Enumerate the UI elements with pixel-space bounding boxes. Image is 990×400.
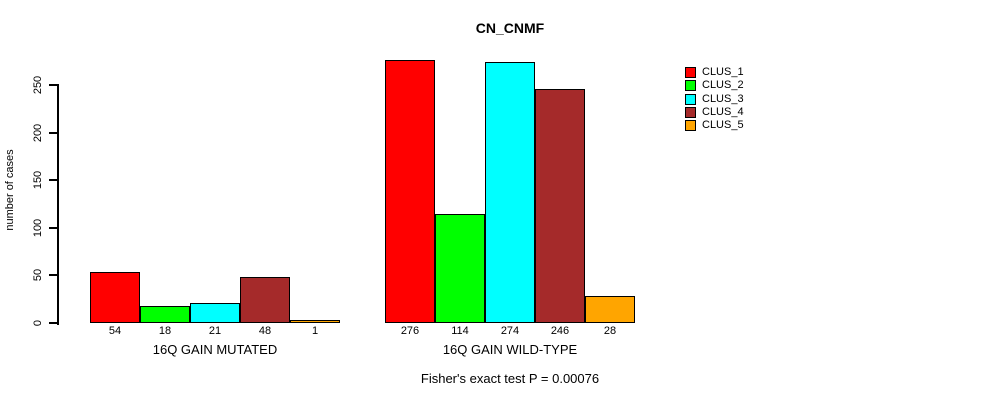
legend-label: CLUS_3 <box>702 93 744 105</box>
legend-label: CLUS_2 <box>702 79 744 91</box>
y-tick <box>49 322 57 324</box>
legend-swatch <box>685 93 696 105</box>
group-label: 16Q GAIN WILD-TYPE <box>442 342 578 357</box>
legend-label: CLUS_1 <box>702 66 744 78</box>
bar <box>140 306 190 323</box>
bar-value-label: 48 <box>258 325 272 337</box>
bar-value-label: 28 <box>603 325 617 337</box>
y-tick-label: 50 <box>32 268 44 282</box>
legend-item: CLUS_3 <box>685 93 744 105</box>
y-tick <box>49 227 57 229</box>
legend-item: CLUS_5 <box>685 119 744 131</box>
bar-value-label: 274 <box>500 325 520 337</box>
bar <box>90 272 140 323</box>
bar <box>190 303 240 323</box>
bar <box>385 60 435 323</box>
y-tick-label: 0 <box>32 319 44 327</box>
y-tick <box>49 84 57 86</box>
bar <box>535 89 585 323</box>
y-axis-label: number of cases <box>4 149 16 231</box>
legend-item: CLUS_2 <box>685 79 744 91</box>
legend-label: CLUS_5 <box>702 119 744 131</box>
legend-item: CLUS_1 <box>685 66 744 78</box>
y-tick-label: 150 <box>32 170 44 190</box>
bar-value-label: 276 <box>400 325 420 337</box>
legend-swatch <box>685 66 696 78</box>
y-tick-label: 100 <box>32 218 44 238</box>
bar-value-label: 246 <box>550 325 570 337</box>
y-tick-label: 200 <box>32 123 44 143</box>
legend-swatch <box>685 79 696 91</box>
bar <box>435 214 485 323</box>
bar <box>240 277 290 323</box>
bar <box>585 296 635 323</box>
y-axis-line <box>57 84 59 325</box>
bar-value-label: 114 <box>451 325 469 337</box>
y-tick <box>49 179 57 181</box>
group-label: 16Q GAIN MUTATED <box>152 342 278 357</box>
chart-title: CN_CNMF <box>475 20 545 36</box>
legend-swatch <box>685 119 696 131</box>
bar-value-label: 54 <box>108 325 122 337</box>
legend-label: CLUS_4 <box>702 106 744 118</box>
bar-value-label: 21 <box>208 325 222 337</box>
bar <box>290 320 340 323</box>
bar <box>485 62 535 323</box>
y-tick <box>49 274 57 276</box>
fisher-annotation: Fisher's exact test P = 0.00076 <box>420 371 600 386</box>
bar-value-label: 18 <box>158 325 172 337</box>
y-tick <box>49 132 57 134</box>
bar-value-label: 1 <box>311 325 319 337</box>
legend-swatch <box>685 106 696 118</box>
y-tick-label: 250 <box>32 75 44 95</box>
legend-item: CLUS_4 <box>685 106 744 118</box>
